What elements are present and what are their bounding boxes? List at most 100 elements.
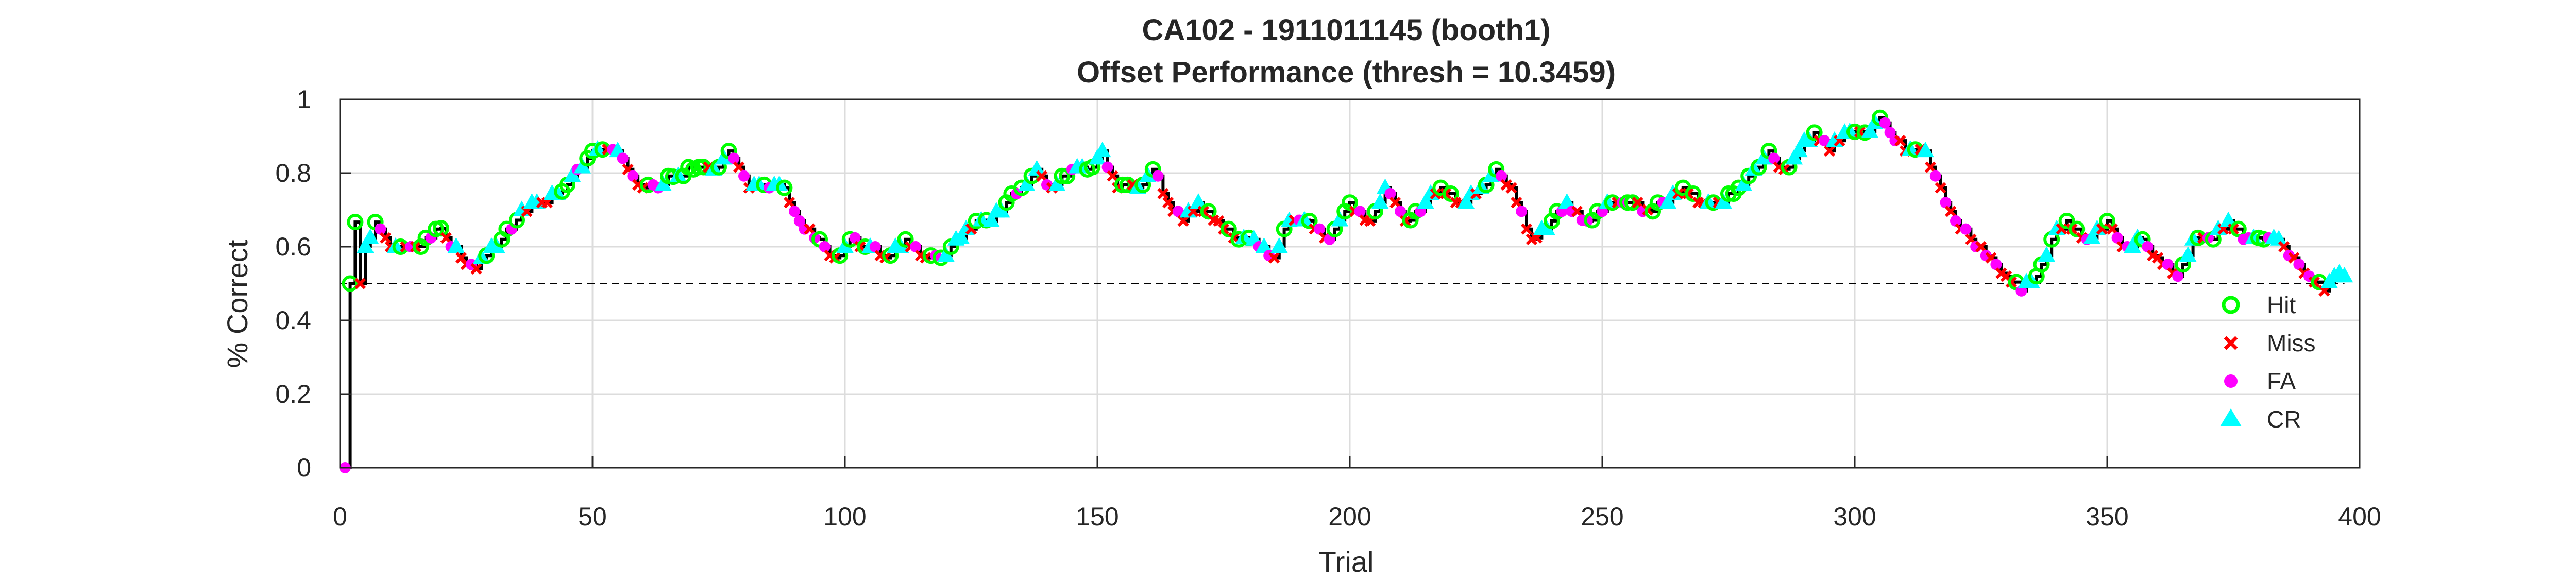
marker-trial-2-hit (342, 275, 359, 292)
marker-trial-243-cr (1558, 193, 1576, 209)
y-tick-label-1: 0.2 (275, 380, 311, 408)
x-tick-label-0: 0 (333, 502, 347, 531)
marker-trial-331-miss (2005, 276, 2017, 288)
marker-trial-206-cr (1371, 193, 1389, 209)
marker-trial-152-fa (1101, 161, 1113, 173)
marker-trial-209-miss (1389, 197, 1401, 209)
marker-trial-384-cr (2270, 230, 2287, 246)
marker-trial-263-cr (1659, 193, 1677, 209)
marker-trial-79-miss (733, 161, 745, 173)
x-tick-label-1: 50 (578, 502, 607, 531)
marker-trial-58-fa (627, 170, 639, 182)
marker-trial-257-miss (1632, 197, 1643, 209)
marker-trial-163-miss (1157, 187, 1169, 200)
marker-trial-172-hit (1200, 203, 1217, 220)
y-tick-label-0: 0 (297, 453, 311, 482)
marker-trial-74-cr (705, 160, 722, 176)
marker-trial-303-cr (1861, 122, 1879, 138)
marker-trial-289-cr (1790, 142, 1808, 158)
x-tick-label-5: 250 (1581, 502, 1623, 531)
marker-trial-202-fa (1354, 206, 1366, 217)
legend-item-cr: CR (2220, 406, 2301, 433)
marker-trial-351-miss (2106, 223, 2118, 235)
marker-trial-155-hit (1114, 176, 1131, 193)
marker-trial-280-cr (1745, 160, 1762, 176)
marker-trial-362-fa (2162, 259, 2174, 270)
marker-trial-234-fa (1516, 206, 1528, 217)
marker-trial-43-cr (548, 184, 566, 200)
legend-label-cr: CR (2267, 406, 2301, 433)
marker-trial-164-miss (1162, 197, 1174, 209)
marker-trial-102-fa (849, 232, 861, 244)
marker-trial-21-miss (440, 232, 452, 244)
marker-trial-93-miss (804, 223, 816, 235)
marker-trial-96-fa (819, 241, 831, 252)
legend-marker-hit (2222, 296, 2240, 314)
marker-trial-71-hit (690, 159, 707, 176)
marker-trial-322-fa (1960, 223, 1972, 235)
legend-marker-miss (2224, 336, 2238, 350)
marker-trial-91-fa (793, 215, 805, 227)
marker-trial-183-cr (1255, 237, 1273, 253)
marker-trial-338-cr (2038, 246, 2056, 262)
marker-trial-139-miss (1036, 170, 1048, 182)
marker-trial-342-hit (2058, 212, 2075, 229)
marker-trial-235-miss (1520, 223, 1533, 235)
marker-trial-325-miss (1975, 241, 1987, 253)
marker-trial-319-miss (1945, 206, 1957, 217)
marker-trial-366-cr (2179, 246, 2197, 262)
x-tick-label-3: 150 (1076, 502, 1118, 531)
marker-trial-314-cr (1917, 142, 1934, 158)
x-tick-label-4: 200 (1328, 502, 1371, 531)
marker-trial-114-fa (910, 241, 922, 252)
marker-trial-23-cr (447, 237, 465, 253)
x-axis-label: Trial (1319, 545, 1374, 578)
marker-trial-292-hit (1806, 124, 1823, 141)
marker-trial-364-fa (2172, 270, 2184, 282)
marker-trial-388-fa (2293, 259, 2305, 270)
marker-trial-208-fa (1384, 188, 1396, 200)
marker-trial-301-miss (1854, 126, 1866, 138)
marker-trial-376-hit (2230, 220, 2247, 237)
marker-trial-344-hit (2069, 220, 2086, 237)
marker-trial-355-cr (2124, 237, 2141, 253)
marker-trial-27-miss (470, 263, 482, 275)
marker-trial-167-miss (1177, 215, 1189, 227)
trial-markers (339, 109, 2353, 473)
marker-trial-315-miss (1924, 161, 1937, 173)
marker-trial-294-fa (1819, 135, 1831, 147)
marker-trial-15-miss (410, 241, 422, 253)
y-tick-label-5: 1 (297, 85, 311, 114)
marker-trial-295-miss (1823, 145, 1836, 157)
marker-trial-233-miss (1511, 197, 1522, 209)
marker-trial-200-hit (1342, 194, 1358, 211)
x-tick-label-2: 100 (823, 502, 866, 531)
marker-trial-176-hit (1220, 220, 1237, 237)
marker-trial-123-cr (952, 228, 970, 244)
marker-trial-219-miss (1440, 187, 1452, 200)
marker-trial-194-fa (1314, 223, 1326, 235)
marker-trial-268-hit (1685, 185, 1702, 202)
marker-trial-328-fa (1990, 259, 2002, 270)
marker-trial-352-fa (2111, 232, 2123, 244)
marker-trial-28-cr (472, 248, 490, 264)
marker-trial-375-miss (2227, 223, 2240, 235)
marker-trial-162-fa (1152, 170, 1164, 182)
legend: Hit Miss FA CR (2220, 292, 2316, 433)
marker-trial-267-miss (1682, 187, 1694, 200)
marker-trial-374-cr (2219, 211, 2237, 227)
marker-trial-4-miss (354, 278, 366, 289)
legend-label-hit: Hit (2267, 292, 2296, 318)
marker-trial-9-miss (380, 232, 392, 244)
marker-trial-90-fa (789, 206, 800, 217)
marker-trial-245-miss (1571, 206, 1583, 217)
marker-trial-391-miss (2308, 276, 2320, 288)
legend-item-hit: Hit (2222, 292, 2296, 318)
marker-trial-138-cr (1028, 160, 1046, 176)
marker-trial-175-miss (1217, 223, 1230, 235)
marker-trial-347-cr (2083, 228, 2101, 244)
chart-title: CA102 - 1911011145 (booth1) (1142, 13, 1550, 47)
marker-trial-166-fa (1172, 206, 1184, 217)
marker-trial-255-hit (1619, 194, 1636, 211)
